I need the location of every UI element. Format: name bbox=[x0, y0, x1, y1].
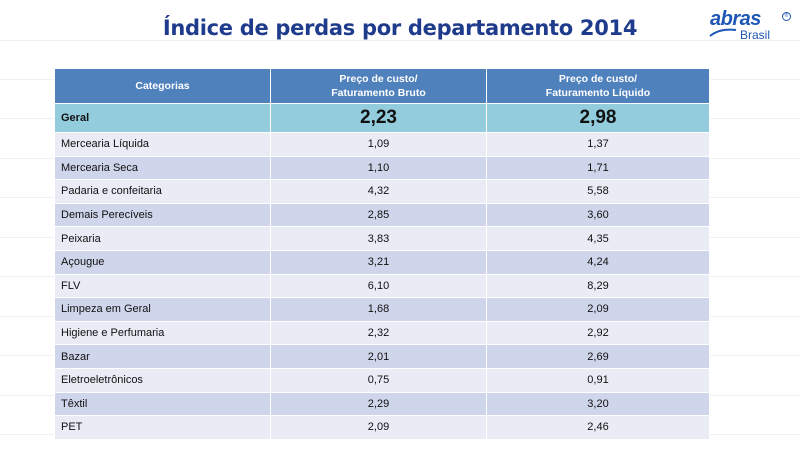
table-row-geral: Geral 2,23 2,98 bbox=[54, 103, 710, 133]
cell-bruto: 3,21 bbox=[270, 249, 487, 275]
cell-bruto: 2,23 bbox=[270, 103, 487, 133]
cell-categoria: Têxtil bbox=[54, 391, 271, 417]
cell-categoria: Padaria e confeitaria bbox=[54, 179, 271, 204]
logo-wordmark: abras bbox=[710, 8, 761, 30]
cell-categoria: Mercearia Líquida bbox=[54, 132, 271, 157]
cell-liquido: 2,69 bbox=[486, 344, 710, 369]
table-row: Limpeza em Geral 1,68 2,09 bbox=[54, 297, 710, 322]
cell-categoria: FLV bbox=[54, 273, 271, 299]
cell-categoria: Higiene e Perfumaria bbox=[54, 320, 271, 346]
table-row: Têxtil 2,29 3,20 bbox=[54, 391, 710, 417]
header-liquido-line2: Faturamento Líquido bbox=[545, 87, 651, 99]
table-header-row: Categorias Preço de custo/ Faturamento B… bbox=[54, 68, 710, 104]
cell-liquido: 0,91 bbox=[486, 367, 710, 393]
cell-liquido: 1,37 bbox=[486, 132, 710, 157]
table-row: Higiene e Perfumaria 2,32 2,92 bbox=[54, 320, 710, 346]
cell-liquido: 3,20 bbox=[486, 391, 710, 417]
header-faturamento-bruto: Preço de custo/ Faturamento Bruto bbox=[270, 68, 487, 104]
cell-bruto: 6,10 bbox=[270, 273, 487, 299]
header-liquido-line1: Preço de custo/ bbox=[558, 73, 638, 85]
page-title: Índice de perdas por departamento 2014 bbox=[162, 16, 638, 40]
table-row: Bazar 2,01 2,69 bbox=[54, 344, 710, 369]
cell-liquido: 3,60 bbox=[486, 202, 710, 228]
header-categorias-label: Categorias bbox=[135, 80, 190, 92]
table-row: Mercearia Seca 1,10 1,71 bbox=[54, 155, 710, 181]
cell-bruto: 1,09 bbox=[270, 132, 487, 157]
table-row: Mercearia Líquida 1,09 1,37 bbox=[54, 132, 710, 157]
cell-liquido: 8,29 bbox=[486, 273, 710, 299]
cell-liquido: 2,46 bbox=[486, 415, 710, 440]
cell-liquido: 5,58 bbox=[486, 179, 710, 204]
cell-categoria: Demais Perecíveis bbox=[54, 202, 271, 228]
logo-subtitle: Brasil bbox=[740, 28, 771, 42]
header-bruto-line1: Preço de custo/ bbox=[339, 73, 418, 85]
header-categorias: Categorias bbox=[54, 68, 271, 104]
cell-bruto: 2,01 bbox=[270, 344, 487, 369]
table-row: Eletroeletrônicos 0,75 0,91 bbox=[54, 367, 710, 393]
cell-bruto: 2,29 bbox=[270, 391, 487, 417]
cell-categoria: Limpeza em Geral bbox=[54, 297, 271, 322]
cell-categoria: Mercearia Seca bbox=[54, 155, 271, 181]
cell-liquido: 2,92 bbox=[486, 320, 710, 346]
abras-logo: abras ® Brasil bbox=[708, 8, 794, 48]
cell-liquido: 1,71 bbox=[486, 155, 710, 181]
cell-liquido: 4,35 bbox=[486, 226, 710, 251]
cell-liquido: 2,09 bbox=[486, 297, 710, 322]
cell-bruto: 2,09 bbox=[270, 415, 487, 440]
cell-bruto: 0,75 bbox=[270, 367, 487, 393]
cell-liquido: 2,98 bbox=[486, 103, 710, 133]
table-row: Demais Perecíveis 2,85 3,60 bbox=[54, 202, 710, 228]
table-row: Peixaria 3,83 4,35 bbox=[54, 226, 710, 251]
cell-categoria: Bazar bbox=[54, 344, 271, 369]
header-faturamento-liquido: Preço de custo/ Faturamento Líquido bbox=[486, 68, 710, 104]
cell-categoria: Peixaria bbox=[54, 226, 271, 251]
table-row: Açougue 3,21 4,24 bbox=[54, 249, 710, 275]
cell-bruto: 1,10 bbox=[270, 155, 487, 181]
table-row: PET 2,09 2,46 bbox=[54, 415, 710, 440]
header-bruto-line2: Faturamento Bruto bbox=[331, 87, 426, 99]
table-row: FLV 6,10 8,29 bbox=[54, 273, 710, 299]
abras-logo-icon bbox=[709, 28, 737, 37]
loss-index-table: Categorias Preço de custo/ Faturamento B… bbox=[54, 68, 710, 440]
cell-bruto: 2,85 bbox=[270, 202, 487, 228]
cell-categoria: Açougue bbox=[54, 249, 271, 275]
cell-categoria: Geral bbox=[54, 103, 271, 133]
cell-categoria: PET bbox=[54, 415, 271, 440]
cell-bruto: 1,68 bbox=[270, 297, 487, 322]
cell-liquido: 4,24 bbox=[486, 249, 710, 275]
registered-mark: ® bbox=[782, 12, 791, 21]
table-row: Padaria e confeitaria 4,32 5,58 bbox=[54, 179, 710, 204]
cell-bruto: 4,32 bbox=[270, 179, 487, 204]
cell-categoria: Eletroeletrônicos bbox=[54, 367, 271, 393]
cell-bruto: 2,32 bbox=[270, 320, 487, 346]
cell-bruto: 3,83 bbox=[270, 226, 487, 251]
